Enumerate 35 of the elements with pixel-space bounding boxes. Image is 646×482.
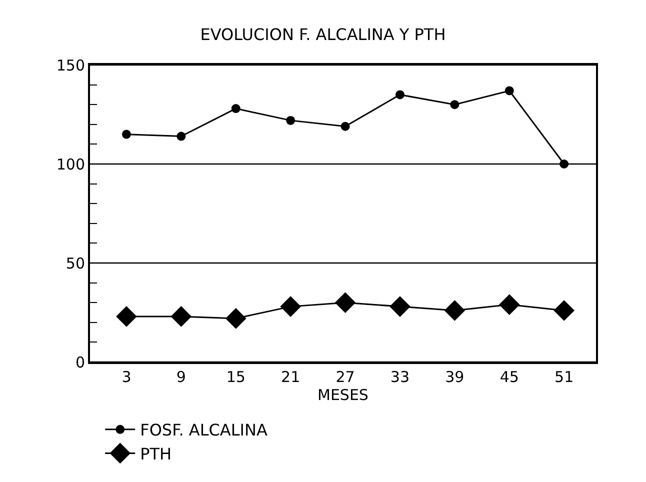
y-tick-label: 0 (75, 353, 85, 372)
x-tick-label: 51 (554, 368, 574, 386)
point (334, 292, 356, 313)
point (286, 116, 296, 125)
point (116, 306, 137, 327)
y-tick-label: 50 (66, 254, 85, 272)
x-axis-title: MESES (318, 386, 368, 404)
point (176, 132, 186, 141)
point (340, 122, 350, 131)
y-tick-label: 100 (56, 155, 85, 174)
point (170, 306, 192, 327)
point (444, 300, 466, 321)
point (450, 100, 460, 110)
point (122, 130, 131, 139)
x-tick-label: 15 (226, 368, 246, 386)
point (225, 308, 246, 329)
x-tick-label: 45 (500, 368, 519, 386)
x-tick-label: 33 (390, 368, 410, 386)
point (390, 296, 410, 317)
y-tick-label: 150 (56, 56, 85, 74)
x-tick-label: 9 (176, 368, 186, 386)
point (560, 160, 569, 168)
chart-title: EVOLUCION F. ALCALINA Y PTH (200, 25, 446, 44)
legend-label: FOSF. ALCALINA (140, 420, 268, 440)
point (498, 294, 520, 315)
point (554, 300, 574, 321)
point (395, 90, 404, 100)
legend-label: PTH (140, 444, 172, 464)
x-tick-label: 27 (336, 368, 355, 386)
point (231, 104, 240, 114)
x-tick-label: 3 (122, 368, 132, 386)
x-tick-label: 39 (445, 368, 464, 386)
point (504, 86, 514, 96)
point (280, 296, 301, 317)
x-tick-label: 21 (281, 368, 300, 386)
